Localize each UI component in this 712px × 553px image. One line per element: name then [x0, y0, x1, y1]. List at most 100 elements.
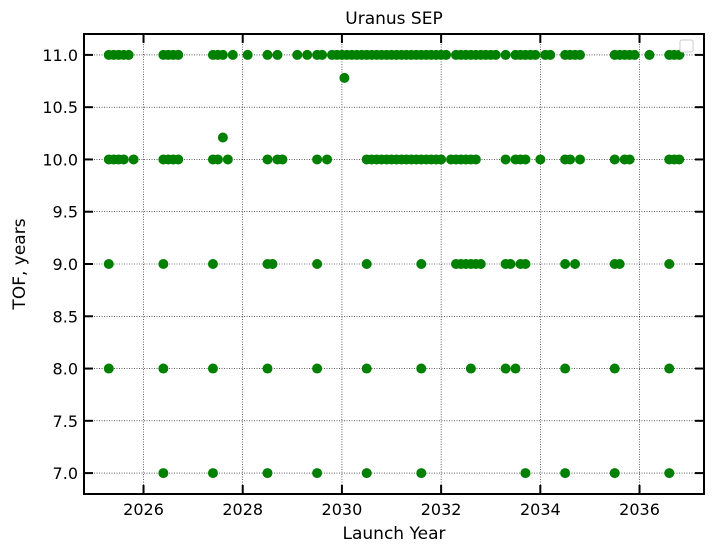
- data-point: [560, 468, 571, 479]
- data-point: [222, 154, 233, 165]
- data-point: [312, 259, 323, 269]
- data-point: [416, 363, 427, 374]
- y-tick-label: 10.0: [42, 150, 78, 169]
- data-point: [207, 259, 218, 269]
- x-tick-label: 2034: [520, 500, 561, 519]
- data-point: [317, 49, 328, 60]
- data-point: [262, 154, 273, 165]
- data-point: [227, 49, 238, 60]
- data-point: [510, 363, 521, 374]
- data-points: [103, 49, 685, 479]
- data-point: [361, 363, 372, 374]
- data-point: [520, 154, 531, 165]
- data-point: [609, 468, 620, 479]
- data-point: [302, 49, 313, 60]
- data-point: [416, 259, 427, 269]
- data-point: [436, 154, 447, 165]
- data-point: [207, 363, 218, 374]
- data-point: [103, 363, 114, 374]
- data-point: [242, 49, 253, 60]
- data-point: [500, 49, 511, 60]
- data-point: [664, 468, 675, 479]
- data-point: [609, 363, 620, 374]
- data-point: [312, 154, 323, 165]
- data-point: [312, 363, 323, 374]
- data-point: [339, 72, 350, 83]
- data-point: [361, 468, 372, 479]
- data-point: [262, 468, 273, 479]
- data-point: [505, 259, 516, 269]
- data-point: [322, 154, 333, 165]
- data-point: [212, 154, 223, 165]
- data-point: [520, 259, 531, 269]
- data-point: [530, 49, 541, 60]
- data-point: [465, 363, 476, 374]
- data-point: [560, 259, 571, 269]
- y-axis-label: TOF, years: [10, 218, 30, 310]
- y-tick-label: 8.5: [53, 307, 78, 326]
- legend-box: [679, 39, 694, 53]
- data-point: [217, 132, 228, 143]
- data-point: [207, 468, 218, 479]
- data-point: [173, 154, 184, 165]
- data-point: [262, 363, 273, 374]
- data-point: [500, 363, 511, 374]
- y-tick-label: 8.0: [53, 360, 78, 379]
- data-point: [545, 49, 556, 60]
- data-point: [629, 49, 640, 60]
- data-point: [575, 154, 585, 165]
- chart-title: Uranus SEP: [345, 9, 442, 29]
- data-point: [470, 154, 481, 165]
- x-tick-label: 2032: [421, 500, 462, 519]
- data-point: [262, 49, 273, 60]
- data-point: [158, 259, 169, 269]
- data-point: [128, 154, 139, 165]
- y-tick-label: 9.0: [53, 255, 78, 274]
- x-tick-label: 2028: [222, 500, 263, 519]
- data-point: [158, 363, 169, 374]
- data-point: [217, 49, 228, 60]
- data-point: [575, 49, 585, 60]
- data-point: [560, 363, 571, 374]
- data-point: [674, 154, 685, 165]
- data-point: [609, 154, 620, 165]
- data-point: [277, 154, 288, 165]
- y-tick-label: 7.0: [53, 464, 78, 483]
- y-tick-label: 9.5: [53, 203, 78, 222]
- axis-ticks: 2026 2028 2030 2032 2034 2036 7.0 7.5 8.0 8.5 9.0 9…: [42, 34, 704, 519]
- data-point: [500, 154, 511, 165]
- data-point: [416, 468, 427, 479]
- data-point: [535, 154, 546, 165]
- data-point: [103, 259, 114, 269]
- data-point: [292, 49, 303, 60]
- data-point: [565, 154, 576, 165]
- data-point: [664, 259, 675, 269]
- data-point: [158, 468, 169, 479]
- data-point: [361, 259, 372, 269]
- data-point: [118, 154, 129, 165]
- data-point: [614, 259, 625, 269]
- y-tick-label: 10.5: [42, 98, 78, 117]
- data-point: [490, 49, 501, 60]
- data-point: [173, 49, 184, 60]
- x-axis-label: Launch Year: [343, 524, 446, 544]
- plot-frame: [83, 33, 705, 495]
- x-tick-label: 2030: [322, 500, 363, 519]
- data-point: [312, 468, 323, 479]
- data-point: [644, 49, 655, 60]
- data-point: [624, 154, 635, 165]
- data-point: [267, 259, 278, 269]
- data-point: [475, 259, 486, 269]
- x-tick-label: 2036: [619, 500, 660, 519]
- y-tick-label: 7.5: [53, 412, 78, 431]
- data-point: [520, 468, 531, 479]
- data-point: [664, 363, 675, 374]
- data-point: [441, 49, 452, 60]
- data-point: [123, 49, 134, 60]
- data-point: [272, 49, 283, 60]
- y-tick-label: 11.0: [42, 46, 78, 65]
- x-tick-label: 2026: [123, 500, 164, 519]
- data-point: [570, 259, 581, 269]
